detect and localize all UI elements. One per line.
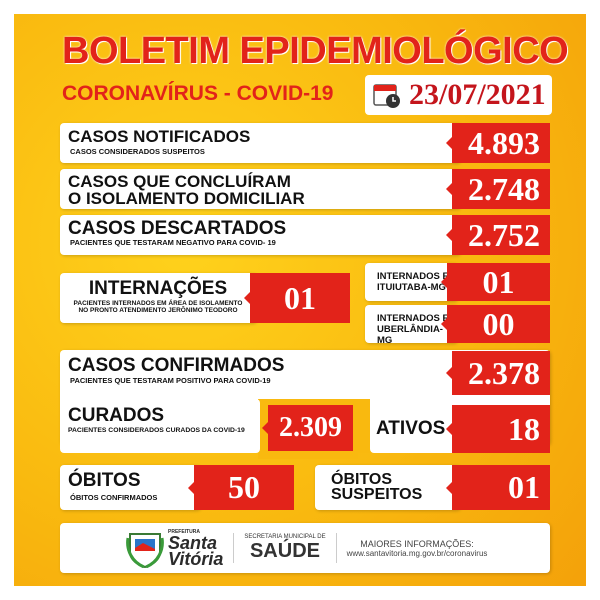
- label: INTERNADOS EM: [377, 313, 457, 324]
- desc: ÓBITOS CONFIRMADOS: [70, 493, 158, 502]
- info: MAIORES INFORMAÇÕES: www.santavitoria.mg…: [347, 539, 488, 558]
- date-box: 23/07/2021: [365, 75, 552, 115]
- card-obitos: ÓBITOS ÓBITOS CONFIRMADOS: [60, 465, 200, 510]
- label: CASOS QUE CONCLUÍRAM: [68, 172, 291, 191]
- desc: PACIENTES QUE TESTARAM POSITIVO PARA COV…: [70, 376, 271, 385]
- value-isolamento: 2.748: [446, 169, 550, 209]
- logo-text1: Santa: [168, 533, 218, 553]
- value-ituiutaba: 01: [441, 263, 550, 301]
- logo-text2: Vitória: [168, 549, 224, 569]
- value-confirmados: 2.378: [446, 351, 550, 395]
- label: INTERNAÇÕES: [88, 278, 228, 299]
- logo-text: PREFEITURA Santa Vitória: [168, 529, 224, 569]
- footer: PREFEITURA Santa Vitória SECRETARIA MUNI…: [60, 523, 550, 573]
- label: ATIVOS: [376, 418, 446, 439]
- label: ÓBITOS: [331, 471, 393, 488]
- label: CASOS DESCARTADOS: [68, 218, 287, 239]
- divider: [233, 533, 235, 563]
- card-isolamento: CASOS QUE CONCLUÍRAM O ISOLAMENTO DOMICI…: [60, 169, 460, 209]
- desc: CASOS CONSIDERADOS SUSPEITOS: [70, 147, 205, 156]
- label: SUSPEITOS: [331, 486, 423, 503]
- value-obitos: 50: [188, 465, 294, 510]
- value-curados: 2.309: [262, 405, 353, 451]
- calendar-clock-icon: [373, 84, 400, 108]
- card-notificados: CASOS NOTIFICADOS CASOS CONSIDERADOS SUS…: [60, 123, 460, 163]
- secretaria-text: SECRETARIA MUNICIPAL DE: [244, 533, 326, 540]
- logo-small: PREFEITURA: [168, 529, 200, 535]
- bulletin-date: 23/07/2021: [409, 78, 546, 111]
- value-uberlandia: 00: [441, 305, 550, 343]
- prefeitura-logo: PREFEITURA Santa Vitória: [126, 528, 223, 568]
- value-descartados: 2.752: [446, 215, 550, 255]
- saude-logo: SECRETARIA MUNICIPAL DE SAÚDE: [244, 534, 325, 563]
- info-label: MAIORES INFORMAÇÕES:: [360, 538, 474, 549]
- label: UBERLÂNDIA-MG: [377, 324, 443, 346]
- coat-of-arms-icon: [126, 533, 164, 568]
- card-ituiutaba: INTERNADOS EM ITUIUTABA-MG: [365, 263, 457, 301]
- card-internacoes: INTERNAÇÕES PACIENTES INTERNADOS EM ÁREA…: [60, 273, 256, 323]
- card-ativos: ATIVOS: [370, 405, 460, 453]
- label: INTERNADOS EM: [377, 271, 457, 282]
- label: CASOS CONFIRMADOS: [68, 355, 285, 376]
- card-obitos-suspeitos: ÓBITOS SUSPEITOS: [315, 465, 460, 510]
- card-descartados: CASOS DESCARTADOS PACIENTES QUE TESTARAM…: [60, 215, 460, 255]
- value-obitos-suspeitos: 01: [446, 465, 550, 510]
- label: CASOS NOTIFICADOS: [68, 127, 251, 146]
- page-title: BOLETIM EPIDEMIOLÓGICO: [62, 30, 569, 72]
- label: ITUIUTABA-MG: [377, 282, 446, 293]
- page-subtitle: CORONAVÍRUS - COVID-19: [62, 82, 334, 105]
- value-internacoes: 01: [244, 273, 350, 323]
- label: ÓBITOS: [68, 470, 141, 491]
- label: CURADOS: [68, 405, 165, 426]
- label: O ISOLAMENTO DOMICILIAR: [68, 189, 305, 208]
- info-url[interactable]: www.santavitoria.mg.gov.br/coronavirus: [346, 548, 488, 558]
- value-notificados: 4.893: [446, 123, 550, 163]
- gap: [358, 399, 370, 453]
- value-ativos: 18: [446, 405, 550, 453]
- saude-text: SAÚDE: [249, 539, 320, 562]
- desc: PACIENTES CONSIDERADOS CURADOS DA COVID-…: [68, 427, 245, 434]
- desc: PACIENTES INTERNADOS EM ÁREA DE ISOLAMEN…: [73, 300, 243, 307]
- card-curados: CURADOS PACIENTES CONSIDERADOS CURADOS D…: [60, 399, 260, 453]
- desc: PACIENTES QUE TESTARAM NEGATIVO PARA COV…: [70, 238, 276, 247]
- divider: [335, 533, 337, 563]
- desc: NO PRONTO ATENDIMENTO JERÔNIMO TEODORO: [78, 307, 238, 314]
